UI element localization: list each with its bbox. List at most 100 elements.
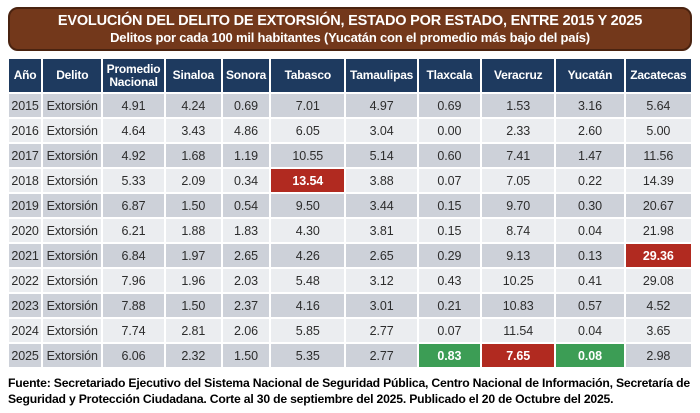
value-cell: 9.13 [482, 244, 555, 267]
year-cell: 2024 [9, 319, 42, 342]
value-cell: 6.21 [103, 219, 164, 242]
value-cell: 0.60 [418, 144, 481, 167]
header-cell-tlaxcala: Tlaxcala [418, 59, 481, 92]
value-cell: 0.34 [222, 169, 270, 192]
value-cell: 2.60 [556, 119, 624, 142]
page-title: EVOLUCIÓN DEL DELITO DE EXTORSIÓN, ESTAD… [57, 12, 643, 29]
value-cell: 29.36 [625, 244, 691, 267]
value-cell: 29.08 [625, 269, 691, 292]
value-cell: 14.39 [625, 169, 691, 192]
value-cell: 4.24 [165, 94, 221, 117]
value-cell: 5.64 [625, 94, 691, 117]
year-cell: 2025 [9, 344, 42, 367]
value-cell: 0.13 [556, 244, 624, 267]
value-cell: 1.19 [222, 144, 270, 167]
year-cell: 2023 [9, 294, 42, 317]
value-cell: 4.92 [103, 144, 164, 167]
value-cell: 0.04 [556, 319, 624, 342]
value-cell: 1.83 [222, 219, 270, 242]
header-cell-promedio-nacional: Promedio Nacional [103, 59, 164, 92]
header-cell-año: Año [9, 59, 42, 92]
table-row: 2015 Extorsión 4.91 4.24 0.69 7.01 4.97 0.69 1.5… [9, 94, 691, 117]
value-cell: 0.04 [556, 219, 624, 242]
value-cell: 7.05 [482, 169, 555, 192]
value-cell: 2.03 [222, 269, 270, 292]
crime-cell: Extorsión [43, 144, 102, 167]
value-cell: 0.41 [556, 269, 624, 292]
source-note: Fuente: Secretariado Ejecutivo del Siste… [8, 376, 690, 407]
year-cell: 2019 [9, 194, 42, 217]
crime-cell: Extorsión [43, 319, 102, 342]
value-cell: 2.32 [165, 344, 221, 367]
value-cell: 0.00 [418, 119, 481, 142]
value-cell: 4.97 [346, 94, 417, 117]
value-cell: 10.55 [271, 144, 345, 167]
value-cell: 1.50 [165, 194, 221, 217]
value-cell: 3.44 [346, 194, 417, 217]
value-cell: 0.69 [222, 94, 270, 117]
value-cell: 2.81 [165, 319, 221, 342]
value-cell: 0.69 [418, 94, 481, 117]
value-cell: 10.83 [482, 294, 555, 317]
value-cell: 0.57 [556, 294, 624, 317]
value-cell: 7.74 [103, 319, 164, 342]
data-table: Año Delito Promedio Nacional Sinaloa Sonora T… [7, 57, 693, 369]
value-cell: 4.91 [103, 94, 164, 117]
value-cell: 7.88 [103, 294, 164, 317]
table-body: 2015 Extorsión 4.91 4.24 0.69 7.01 4.97 0.69 1.5… [9, 94, 691, 367]
value-cell: 1.97 [165, 244, 221, 267]
value-cell: 2.33 [482, 119, 555, 142]
value-cell: 3.65 [625, 319, 691, 342]
value-cell: 3.43 [165, 119, 221, 142]
value-cell: 5.00 [625, 119, 691, 142]
value-cell: 3.16 [556, 94, 624, 117]
table-row: 2023 Extorsión 7.88 1.50 2.37 4.16 3.01 0.21 10.… [9, 294, 691, 317]
crime-cell: Extorsión [43, 294, 102, 317]
value-cell: 5.85 [271, 319, 345, 342]
value-cell: 0.07 [418, 169, 481, 192]
year-cell: 2016 [9, 119, 42, 142]
value-cell: 1.53 [482, 94, 555, 117]
value-cell: 0.07 [418, 319, 481, 342]
year-cell: 2017 [9, 144, 42, 167]
header-cell-sonora: Sonora [222, 59, 270, 92]
value-cell: 5.33 [103, 169, 164, 192]
table-row: 2021 Extorsión 6.84 1.97 2.65 4.26 2.65 0.29 9.1… [9, 244, 691, 267]
value-cell: 4.16 [271, 294, 345, 317]
value-cell: 2.65 [222, 244, 270, 267]
year-cell: 2018 [9, 169, 42, 192]
value-cell: 3.12 [346, 269, 417, 292]
value-cell: 11.56 [625, 144, 691, 167]
value-cell: 2.09 [165, 169, 221, 192]
value-cell: 1.68 [165, 144, 221, 167]
table-row: 2019 Extorsión 6.87 1.50 0.54 9.50 3.44 0.15 9.7… [9, 194, 691, 217]
value-cell: 3.81 [346, 219, 417, 242]
header-cell-veracruz: Veracruz [482, 59, 555, 92]
header-cell-zacatecas: Zacatecas [625, 59, 691, 92]
year-cell: 2022 [9, 269, 42, 292]
value-cell: 2.06 [222, 319, 270, 342]
header-cell-tamaulipas: Tamaulipas [346, 59, 417, 92]
value-cell: 3.88 [346, 169, 417, 192]
value-cell: 8.74 [482, 219, 555, 242]
value-cell: 0.83 [418, 344, 481, 367]
header-cell-delito: Delito [43, 59, 102, 92]
value-cell: 2.98 [625, 344, 691, 367]
value-cell: 1.50 [165, 294, 221, 317]
year-cell: 2020 [9, 219, 42, 242]
crime-cell: Extorsión [43, 269, 102, 292]
header-cell-yucatán: Yucatán [556, 59, 624, 92]
value-cell: 1.88 [165, 219, 221, 242]
value-cell: 5.35 [271, 344, 345, 367]
value-cell: 5.14 [346, 144, 417, 167]
header-cell-tabasco: Tabasco [271, 59, 345, 92]
value-cell: 7.65 [482, 344, 555, 367]
year-cell: 2021 [9, 244, 42, 267]
value-cell: 6.84 [103, 244, 164, 267]
value-cell: 2.77 [346, 344, 417, 367]
table-row: 2025 Extorsión 6.06 2.32 1.50 5.35 2.77 0.83 7.6… [9, 344, 691, 367]
value-cell: 5.48 [271, 269, 345, 292]
value-cell: 9.50 [271, 194, 345, 217]
value-cell: 1.96 [165, 269, 221, 292]
value-cell: 2.37 [222, 294, 270, 317]
